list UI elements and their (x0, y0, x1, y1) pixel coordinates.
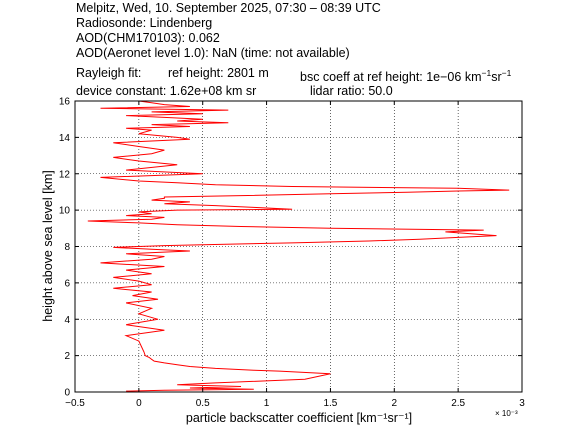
bsc-coeff-text: bsc coeff at ref height: 1e−06 km (300, 70, 482, 85)
unit-exponent-2: −1 (501, 68, 512, 78)
radiosonde-line: Radiosonde: Lindenberg (76, 16, 213, 30)
y-tick-label: 14 (59, 133, 71, 144)
y-tick-label: 0 (64, 388, 70, 399)
x-tick-label: 0 (136, 398, 142, 409)
x-tick-label: 1 (264, 398, 270, 409)
x-axis-multiplier: × 10⁻³ (495, 409, 518, 418)
unit-sr: sr (491, 70, 502, 85)
x-tick-label: 2.5 (451, 398, 465, 409)
backscatter-profile-line (87, 100, 510, 392)
unit-exponent-1: −1 (481, 68, 492, 78)
bsc-coeff: bsc coeff at ref height: 1e−06 km−1sr−1 (300, 66, 511, 85)
grid-lines (75, 101, 522, 392)
x-tick-label: 2 (392, 398, 398, 409)
aod-aeronet-line: AOD(Aeronet level 1.0): NaN (time: not a… (76, 46, 350, 60)
y-tick-label: 8 (64, 242, 70, 253)
y-tick-label: 10 (59, 206, 71, 217)
x-tick-label: 1.5 (323, 398, 337, 409)
x-tick-label: 3 (519, 398, 525, 409)
y-tick-label: 4 (64, 315, 70, 326)
rayleigh-label: Rayleigh fit: (76, 66, 142, 80)
y-tick-label: 6 (64, 278, 70, 289)
x-axis-ticks: −0.5 0 0.5 1 1.5 2 2.5 3 (65, 101, 525, 409)
x-tick-label: 0.5 (196, 398, 210, 409)
y-axis-ticks: 0 2 4 6 8 10 12 14 16 (59, 97, 522, 399)
ref-height: ref height: 2801 m (168, 66, 269, 80)
x-tick-label: −0.5 (65, 398, 85, 409)
y-tick-label: 12 (59, 169, 71, 180)
y-tick-label: 2 (64, 351, 70, 362)
aod-line: AOD(CHM170103): 0.062 (76, 31, 220, 45)
device-constant: device constant: 1.62e+08 km sr (76, 84, 257, 98)
y-axis-label: height above sea level [km] (41, 170, 55, 321)
title-line-1: Melpitz, Wed, 10. September 2025, 07:30 … (76, 1, 381, 15)
lidar-ratio: lidar ratio: 50.0 (310, 84, 393, 98)
y-tick-label: 16 (59, 97, 71, 108)
x-axis-label: particle backscatter coefficient [km⁻¹sr… (186, 411, 412, 425)
